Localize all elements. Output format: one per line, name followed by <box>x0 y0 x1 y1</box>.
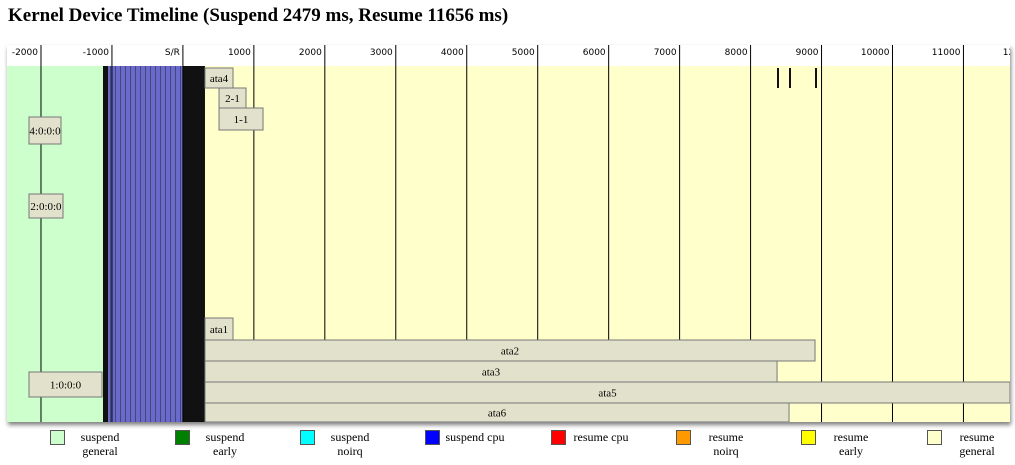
phase <box>108 66 183 422</box>
legend-swatch <box>50 430 65 445</box>
device-label: 1-1 <box>234 114 249 126</box>
device-label: 4:0:0:0 <box>29 126 61 138</box>
legend-label: resume cpu <box>573 430 629 444</box>
legend-item: suspend general <box>50 430 130 458</box>
legend-item: resume early <box>801 430 881 458</box>
device-label: 1:0:0:0 <box>50 380 82 392</box>
device-label: ata3 <box>482 367 501 379</box>
device-label: 2-1 <box>225 93 240 105</box>
x-tick-label: 6000 <box>583 48 606 58</box>
device-label: ata1 <box>210 324 228 336</box>
legend-swatch <box>425 430 440 445</box>
legend-swatch <box>551 430 566 445</box>
legend-swatch <box>300 430 315 445</box>
device-bar <box>28 116 62 145</box>
x-tick-label: -2000 <box>12 48 38 58</box>
title: Kernel Device Timeline (Suspend 2479 ms,… <box>8 5 509 26</box>
legend-label: suspend noirq <box>330 430 370 458</box>
legend-label: suspend general <box>80 430 120 458</box>
device-label: ata6 <box>488 408 507 420</box>
device-bar <box>204 402 790 422</box>
x-tick-label: 12000 <box>1003 48 1015 58</box>
legend-swatch <box>801 430 816 445</box>
dense-lines <box>182 66 205 422</box>
x-tick-label: 9000 <box>796 48 819 58</box>
event-mark <box>815 68 817 88</box>
x-tick-label: 8000 <box>725 48 748 58</box>
device-label: ata5 <box>598 388 617 400</box>
scale-bar <box>7 45 1010 66</box>
x-tick-label: 7000 <box>654 48 677 58</box>
legend-label: suspend early <box>205 430 245 458</box>
device-label: ata2 <box>501 346 519 358</box>
event-mark <box>777 68 779 88</box>
legend-item: resume cpu <box>551 430 631 445</box>
legend-label: resume noirq <box>708 430 744 458</box>
x-tick-label: 11000 <box>932 48 961 58</box>
legend-swatch <box>175 430 190 445</box>
x-tick-label: 3000 <box>370 48 393 58</box>
device-bar <box>28 371 103 398</box>
x-tick-label: 4000 <box>441 48 464 58</box>
device-label: ata4 <box>210 73 229 85</box>
device-bar <box>28 193 64 219</box>
legend-item: suspend noirq <box>300 430 380 458</box>
x-tick-label: 1000 <box>228 48 251 58</box>
dense-lines <box>103 66 109 422</box>
legend-item: resume general <box>927 430 1007 458</box>
legend-label: resume early <box>833 430 869 458</box>
x-tick-label: 10000 <box>861 48 890 58</box>
legend-label: resume general <box>959 430 995 458</box>
legend-label: suspend cpu <box>445 430 505 444</box>
x-tick-label: -1000 <box>83 48 109 58</box>
event-mark <box>789 68 791 88</box>
legend-item: suspend early <box>175 430 255 458</box>
x-tick-label: 2000 <box>299 48 322 58</box>
legend-swatch <box>927 430 942 445</box>
legend-item: resume noirq <box>676 430 756 458</box>
x-tick-label: S/R <box>165 48 180 58</box>
timeline: -2000 -1000 S/R 1000 2000 3000 4000 5000 6000 700… <box>7 45 1015 422</box>
x-tick-label: 5000 <box>512 48 535 58</box>
legend-swatch <box>676 430 691 445</box>
legend-item: suspend cpu <box>425 430 505 445</box>
device-label: 2:0:0:0 <box>30 201 62 213</box>
device-bar <box>218 107 264 131</box>
